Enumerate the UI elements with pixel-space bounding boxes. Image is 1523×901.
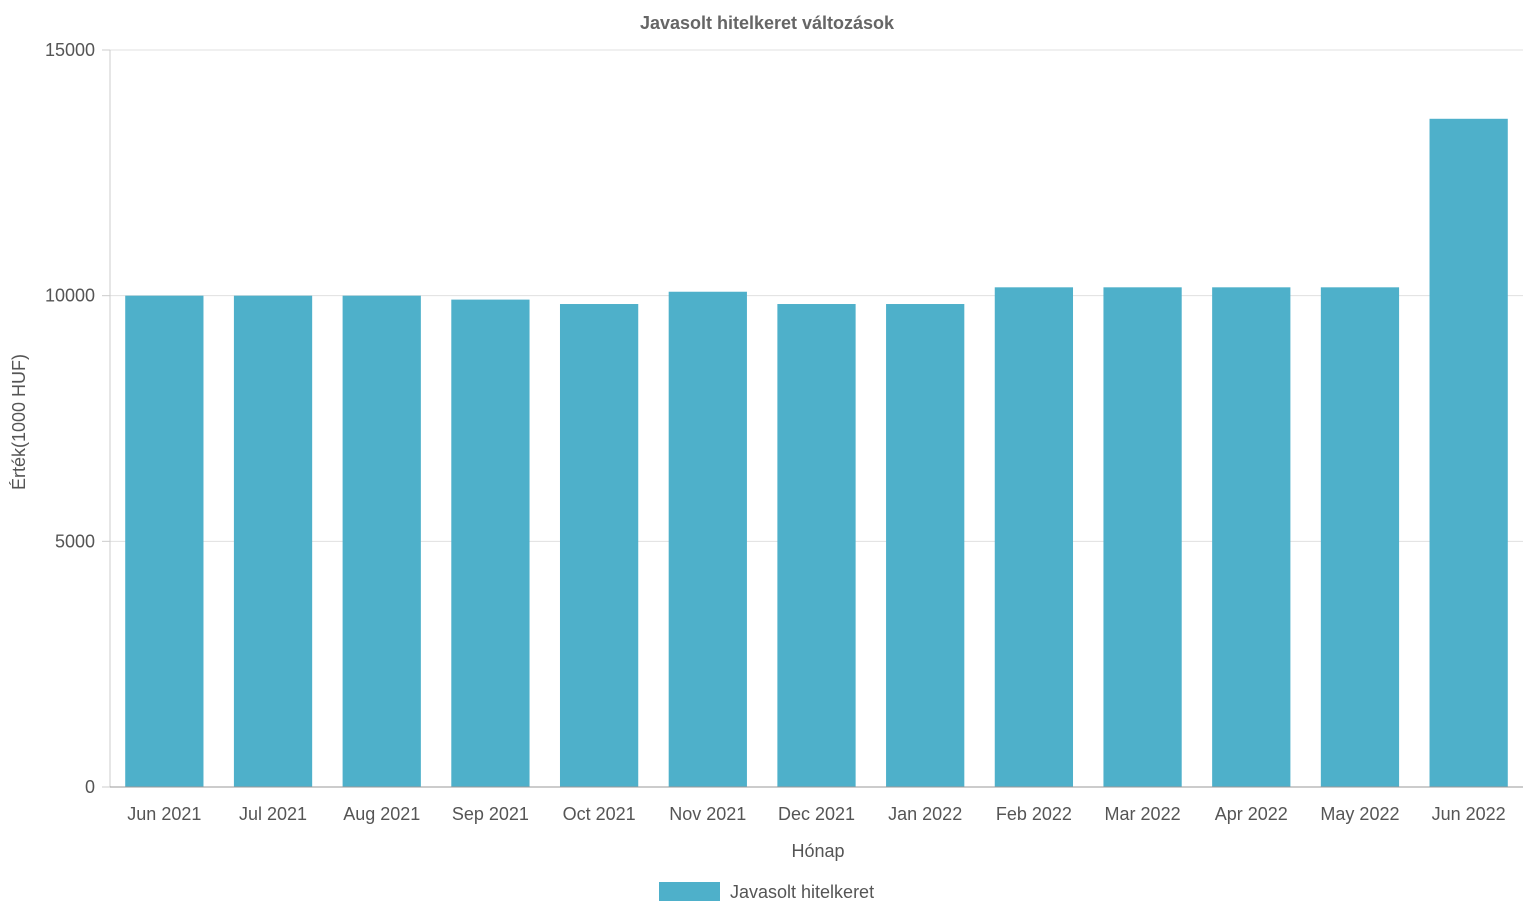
bar[interactable] xyxy=(1212,287,1291,787)
chart-title: Javasolt hitelkeret változások xyxy=(640,13,895,33)
x-tick-label: Mar 2022 xyxy=(1105,804,1181,824)
bar[interactable] xyxy=(886,304,965,787)
x-tick-label: Dec 2021 xyxy=(778,804,855,824)
bar[interactable] xyxy=(559,304,639,787)
x-tick-label: Apr 2022 xyxy=(1215,804,1288,824)
bar[interactable] xyxy=(668,291,747,787)
x-tick-label: May 2022 xyxy=(1320,804,1399,824)
bar[interactable] xyxy=(1103,287,1182,787)
bar[interactable] xyxy=(1320,287,1400,787)
x-tick-label: Oct 2021 xyxy=(563,804,636,824)
y-tick-label: 5000 xyxy=(55,531,95,551)
bar[interactable] xyxy=(342,295,421,787)
x-tick-label: Jun 2022 xyxy=(1432,804,1506,824)
legend-label[interactable]: Javasolt hitelkeret xyxy=(730,882,874,901)
x-tick-label: Sep 2021 xyxy=(452,804,529,824)
legend-swatch[interactable] xyxy=(659,882,720,901)
bar[interactable] xyxy=(125,295,204,787)
y-axis-ticks: 0 5000 10000 15000 xyxy=(45,40,110,797)
x-tick-label: Jan 2022 xyxy=(888,804,962,824)
bar[interactable] xyxy=(994,287,1074,787)
y-axis-label: Érték(1000 HUF) xyxy=(9,354,29,490)
x-tick-label: Jun 2021 xyxy=(127,804,201,824)
bars xyxy=(125,118,1508,787)
axes xyxy=(109,50,1523,788)
x-tick-label: Jul 2021 xyxy=(239,804,307,824)
x-tick-label: Aug 2021 xyxy=(343,804,420,824)
bar[interactable] xyxy=(233,295,313,787)
bar[interactable] xyxy=(451,299,530,787)
x-tick-label: Nov 2021 xyxy=(669,804,746,824)
y-tick-label: 10000 xyxy=(45,286,95,306)
y-tick-label: 15000 xyxy=(45,40,95,60)
bar[interactable] xyxy=(1429,118,1508,787)
y-tick-label: 0 xyxy=(85,777,95,797)
x-tick-label: Feb 2022 xyxy=(996,804,1072,824)
x-axis-ticks: Jun 2021 Jul 2021 Aug 2021 Sep 2021 Oct 2021… xyxy=(127,804,1505,824)
bar[interactable] xyxy=(777,304,856,787)
x-axis-label: Hónap xyxy=(791,841,844,861)
legend[interactable]: Javasolt hitelkeret xyxy=(659,882,874,901)
